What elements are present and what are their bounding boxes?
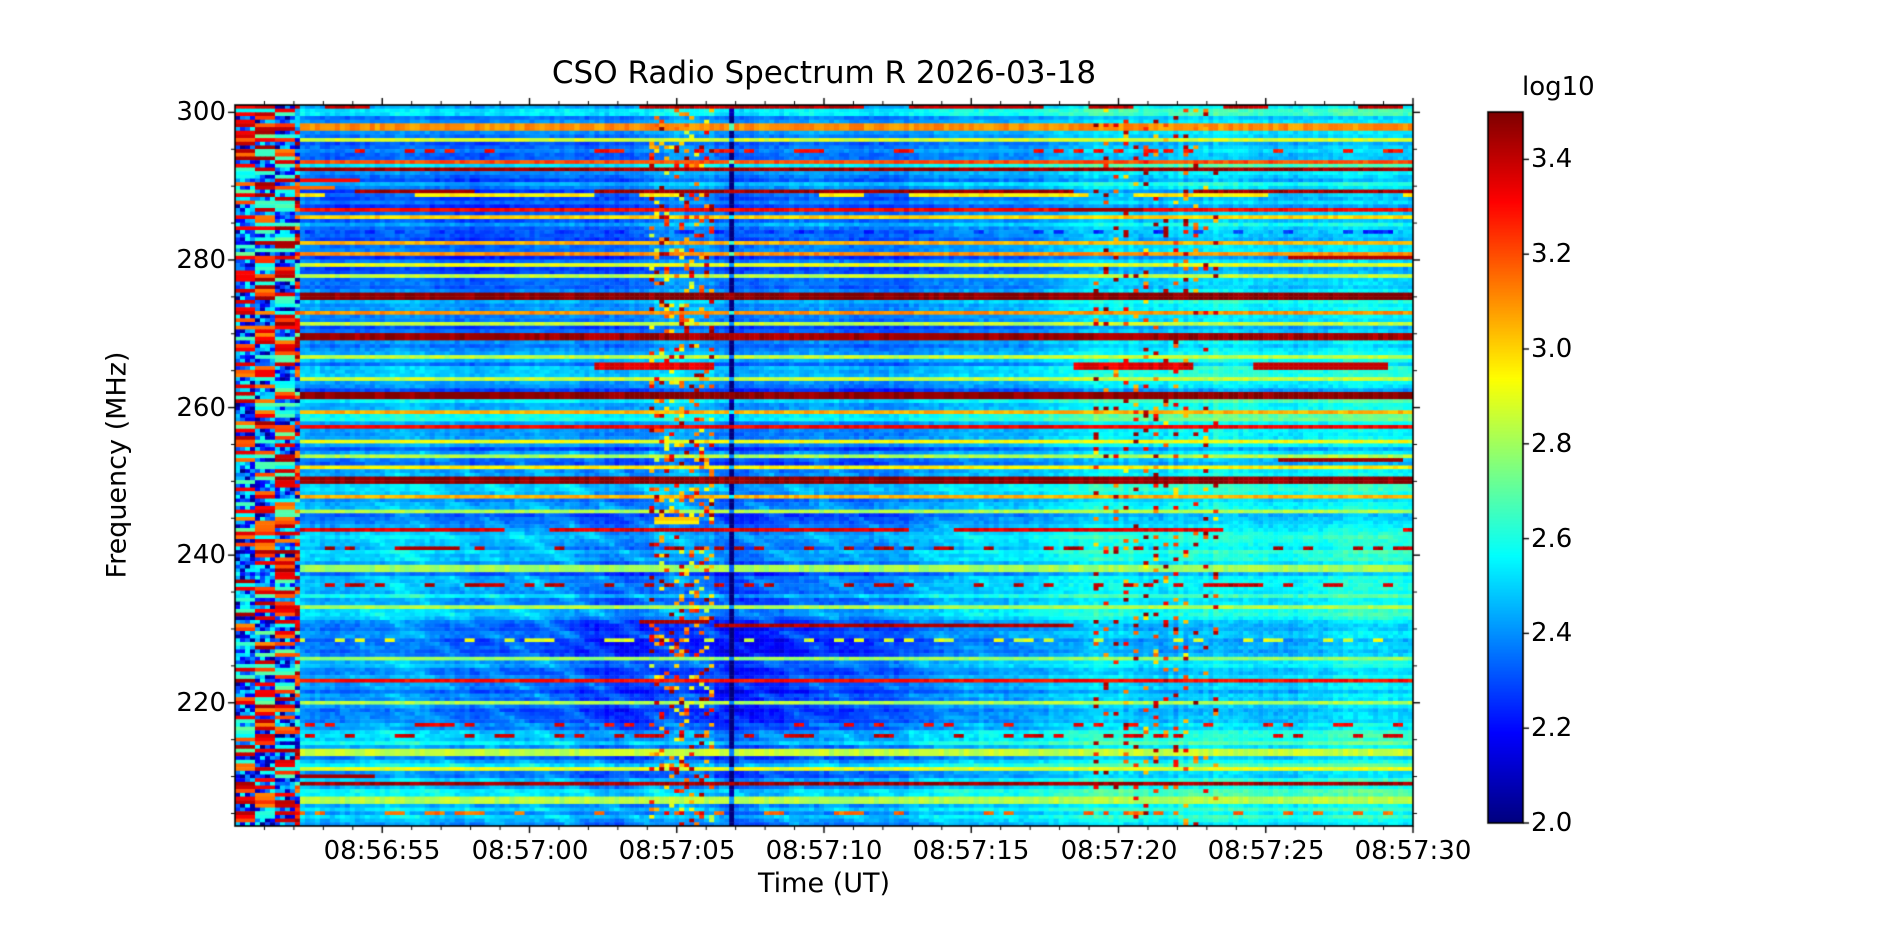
colorbar-tick-label: 2.0 (1531, 808, 1573, 838)
colorbar-tick-label: 2.2 (1531, 713, 1573, 743)
x-tick-label: 08:57:15 (912, 836, 1030, 866)
x-tick-label: 08:57:00 (471, 836, 589, 866)
x-tick-label: 08:57:30 (1354, 836, 1472, 866)
y-tick-label: 240 (176, 540, 226, 570)
colorbar-tick-label: 3.0 (1531, 334, 1573, 364)
y-tick-label: 300 (176, 97, 226, 127)
y-tick-label: 260 (176, 393, 226, 423)
x-tick-label: 08:57:05 (618, 836, 736, 866)
y-tick-label: 280 (176, 245, 226, 275)
colorbar-label: log10 (1522, 72, 1595, 102)
x-tick-label: 08:57:20 (1060, 836, 1178, 866)
colorbar-tick-label: 3.2 (1531, 239, 1573, 269)
colorbar-tick-label: 3.4 (1531, 144, 1573, 174)
colorbar-tick-label: 2.8 (1531, 429, 1573, 459)
colorbar-tick-label: 2.4 (1531, 618, 1573, 648)
y-tick-label: 220 (176, 688, 226, 718)
x-tick-label: 08:57:10 (765, 836, 883, 866)
x-tick-label: 08:57:25 (1207, 836, 1325, 866)
colorbar-tick-label: 2.6 (1531, 524, 1573, 554)
x-axis-label: Time (UT) (758, 868, 890, 899)
x-tick-label: 08:56:55 (323, 836, 441, 866)
